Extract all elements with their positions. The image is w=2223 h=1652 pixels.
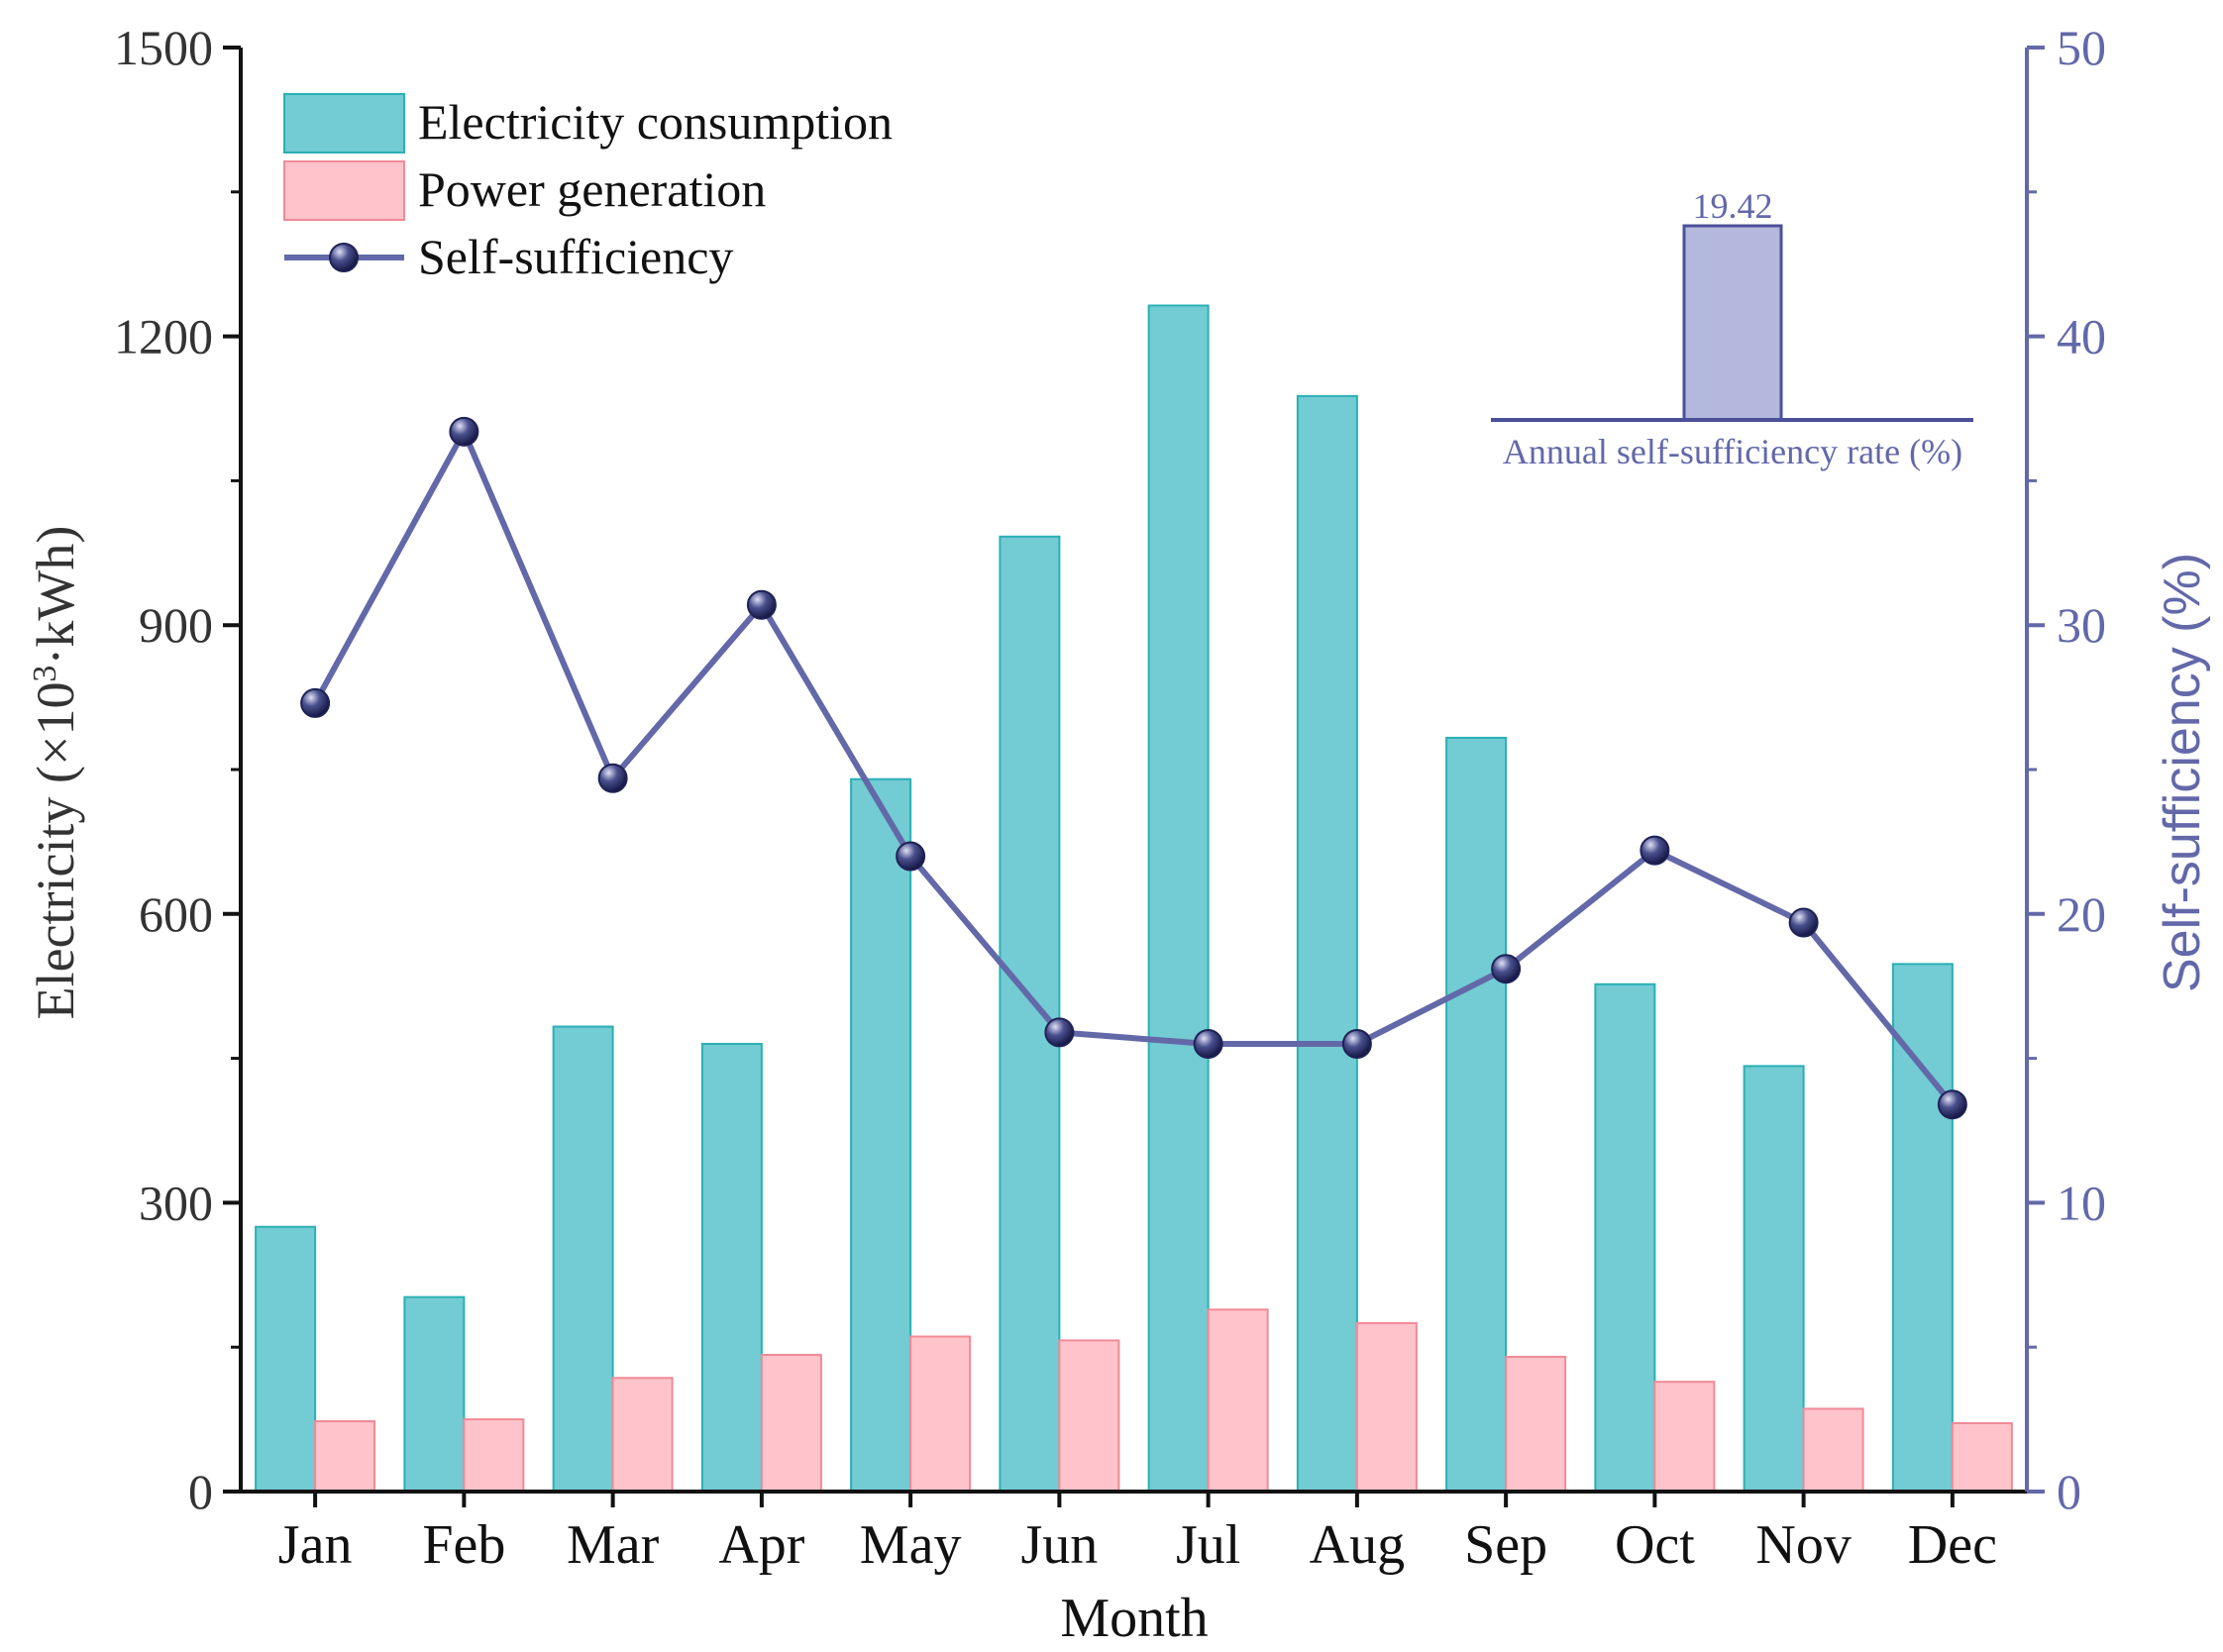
- x-tick-label-oct: Oct: [1615, 1514, 1695, 1576]
- y2-tick-label-20: 20: [2057, 886, 2106, 942]
- x-tick-label-may: May: [860, 1514, 962, 1576]
- x-tick-label-mar: Mar: [567, 1514, 660, 1576]
- bars-layer: [255, 304, 2013, 1494]
- legend-swatch-consumption: [283, 93, 405, 154]
- y2-tick-label-50: 50: [2057, 20, 2106, 75]
- legend-marker-self-sufficiency: [329, 243, 359, 272]
- y-tick-label-0: 0: [188, 1464, 213, 1519]
- bar-generation-aug: [1355, 1321, 1418, 1494]
- y2-tick-label-30: 30: [2057, 597, 2106, 653]
- x-axis-title: Month: [1060, 1588, 1208, 1649]
- y-tick-label-1200: 1200: [114, 309, 213, 364]
- legend-label-self-sufficiency: Self-sufficiency: [418, 229, 733, 284]
- x-tick-label-apr: Apr: [718, 1514, 804, 1576]
- point-self-sufficiency-mar: [597, 763, 628, 793]
- x-tick-label-nov: Nov: [1755, 1514, 1851, 1576]
- y-axis-title: Electricity (×103·kWh): [26, 526, 85, 1020]
- x-tick-label-aug: Aug: [1310, 1514, 1405, 1576]
- y-tick-label-900: 900: [139, 597, 213, 653]
- bar-consumption-jun: [999, 535, 1061, 1493]
- point-self-sufficiency-jun: [1044, 1017, 1075, 1048]
- bar-generation-mar: [611, 1377, 674, 1493]
- bar-generation-jul: [1207, 1308, 1269, 1493]
- x-tick-label-sep: Sep: [1464, 1514, 1547, 1576]
- inset-caption: Annual self-sufficiency rate (%): [1503, 432, 1962, 471]
- self-sufficiency-line: [312, 428, 1956, 1107]
- point-self-sufficiency-nov: [1788, 907, 1819, 938]
- bar-consumption-feb: [403, 1295, 466, 1493]
- bar-consumption-apr: [700, 1043, 763, 1494]
- bar-generation-feb: [463, 1418, 525, 1493]
- bar-generation-jan: [314, 1420, 376, 1493]
- y2-tick-label-0: 0: [2057, 1464, 2081, 1519]
- point-self-sufficiency-may: [896, 841, 926, 872]
- y-axis-title-before: Electricity (×10: [26, 682, 85, 1020]
- y-tick-label-300: 300: [139, 1175, 213, 1230]
- inset-value-label: 19.42: [1693, 186, 1773, 226]
- y-axis-title-sup: 3: [27, 666, 63, 682]
- bar-consumption-jan: [255, 1225, 317, 1493]
- point-self-sufficiency-dec: [1937, 1089, 1967, 1120]
- point-self-sufficiency-jan: [300, 687, 331, 718]
- x-tick-label-jan: Jan: [278, 1514, 353, 1576]
- bar-consumption-mar: [552, 1025, 614, 1494]
- x-tick-label-jun: Jun: [1020, 1514, 1098, 1576]
- self-sufficiency-line-layer: [300, 416, 1967, 1120]
- legend: Electricity consumption Power generation…: [283, 93, 893, 284]
- inset-annual-rate: 19.42 Annual self-sufficiency rate (%): [1491, 186, 1973, 471]
- bar-generation-dec: [1951, 1421, 2013, 1494]
- y-axis-title-after: ·kWh): [26, 526, 85, 666]
- y2-tick-label-10: 10: [2057, 1175, 2106, 1230]
- bar-generation-apr: [760, 1353, 822, 1493]
- bar-consumption-dec: [1891, 963, 1954, 1493]
- bar-consumption-oct: [1594, 982, 1656, 1493]
- point-self-sufficiency-oct: [1640, 835, 1670, 866]
- point-self-sufficiency-sep: [1491, 954, 1522, 984]
- x-tick-label-dec: Dec: [1908, 1514, 1997, 1576]
- point-self-sufficiency-jul: [1193, 1029, 1223, 1060]
- bar-consumption-nov: [1743, 1065, 1805, 1493]
- bar-consumption-sep: [1445, 736, 1508, 1493]
- x-tick-label-feb: Feb: [422, 1514, 505, 1576]
- bar-consumption-jul: [1147, 304, 1210, 1494]
- bar-generation-may: [909, 1335, 972, 1494]
- y2-tick-label-40: 40: [2057, 309, 2106, 364]
- bar-generation-sep: [1505, 1355, 1567, 1494]
- point-self-sufficiency-apr: [746, 589, 777, 620]
- bar-consumption-may: [850, 777, 912, 1493]
- y-tick-label-600: 600: [139, 886, 213, 942]
- bar-generation-nov: [1802, 1407, 1864, 1493]
- bar-generation-jun: [1058, 1339, 1120, 1493]
- inset-bar: [1682, 224, 1783, 422]
- legend-label-consumption: Electricity consumption: [418, 94, 893, 150]
- point-self-sufficiency-feb: [449, 416, 479, 447]
- legend-swatch-generation: [283, 160, 405, 221]
- y-tick-label-1500: 1500: [114, 20, 213, 75]
- bar-generation-oct: [1653, 1381, 1716, 1494]
- y2-axis-title: Self-sufficiency (%): [2154, 553, 2211, 992]
- axes-layer: 0 300 600 900 1200 1500 0 10 20 30 40 50 Jan Feb Mar Ap…: [114, 20, 2106, 1576]
- bar-consumption-aug: [1296, 394, 1358, 1493]
- x-tick-label-jul: Jul: [1176, 1514, 1240, 1576]
- point-self-sufficiency-aug: [1341, 1029, 1372, 1060]
- legend-label-generation: Power generation: [418, 161, 766, 217]
